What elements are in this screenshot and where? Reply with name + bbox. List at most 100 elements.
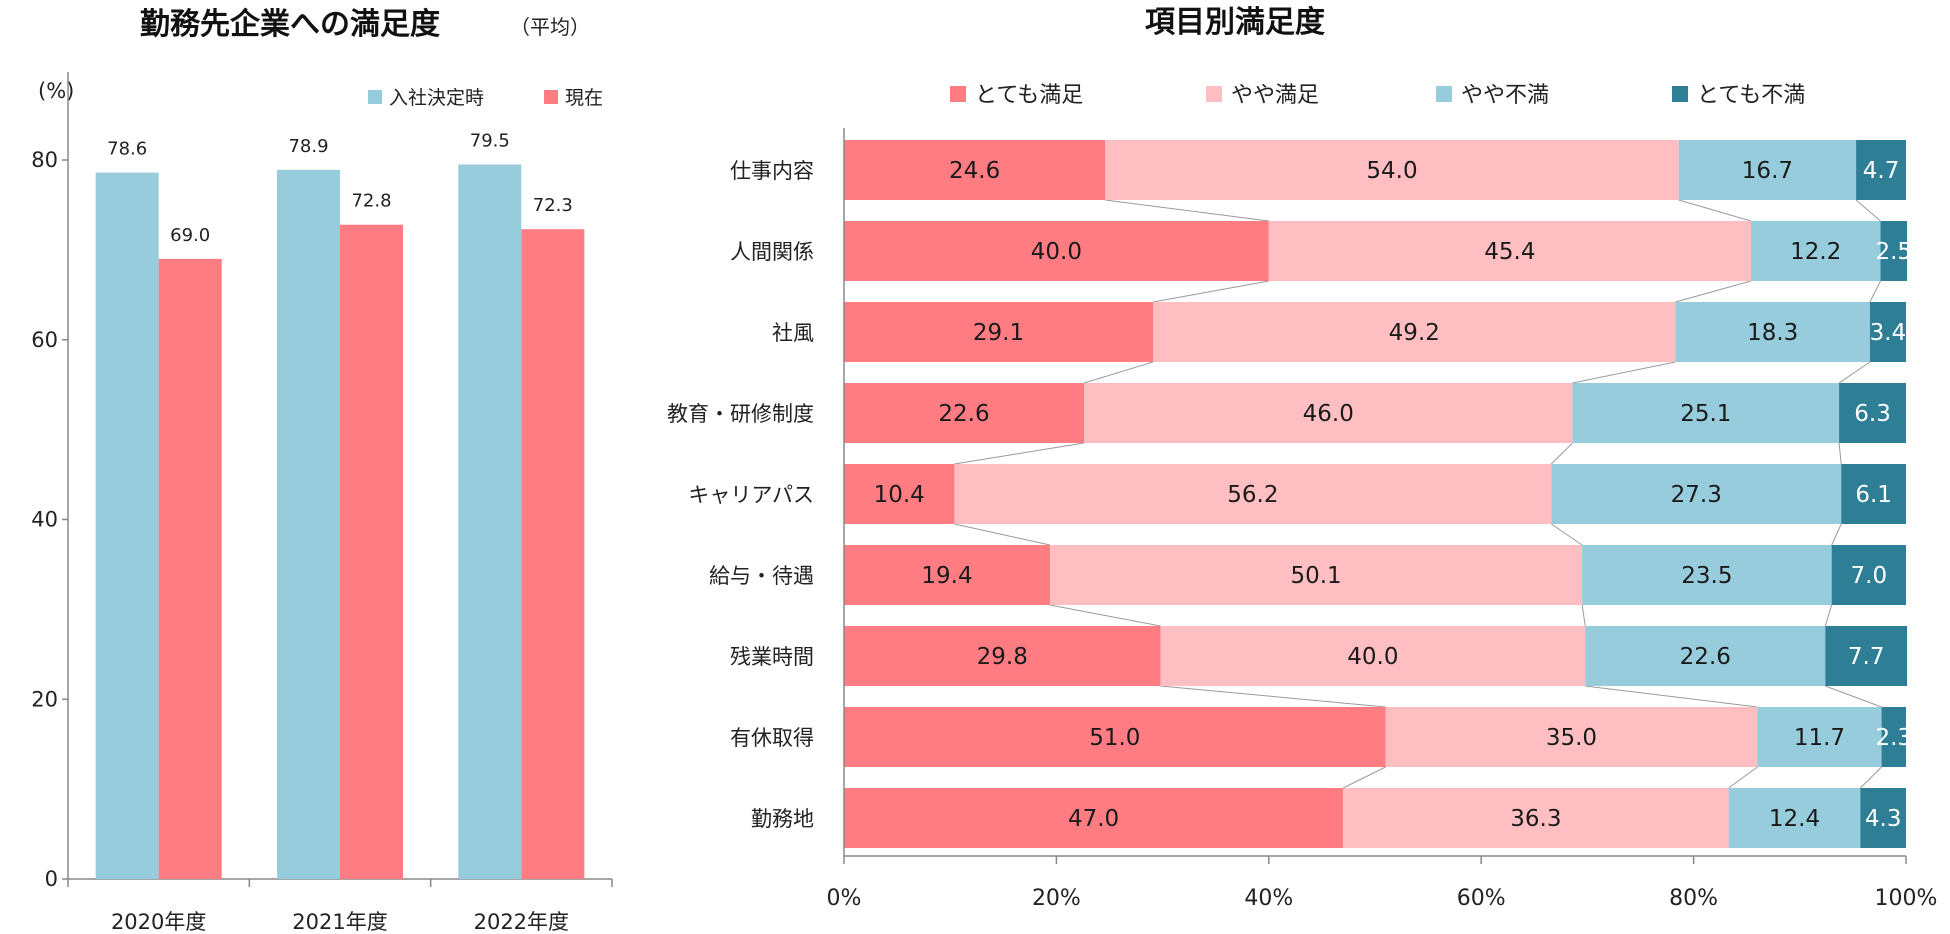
series-connector [1838, 361, 1871, 384]
series-connector [954, 523, 1051, 546]
y-category-label: 残業時間 [730, 645, 814, 669]
segment-somewhat-dissatisfied [1585, 626, 1826, 686]
segment-value-label: 3.4 [1870, 320, 1907, 346]
bar-value-label: 79.5 [470, 130, 510, 151]
segment-very-dissatisfied [1841, 464, 1906, 524]
segment-somewhat-dissatisfied [1678, 140, 1857, 200]
segment-value-label: 4.3 [1865, 806, 1902, 832]
y-category-label: 仕事内容 [730, 159, 814, 183]
legend-label: とても満足 [975, 83, 1083, 108]
x-tick-label: 40% [1244, 886, 1293, 911]
segment-somewhat-dissatisfied [1728, 788, 1861, 848]
segment-very-satisfied [844, 788, 1344, 848]
segment-value-label: 7.0 [1851, 563, 1888, 589]
legend-label: やや満足 [1231, 83, 1319, 108]
bar-value-label: 78.9 [288, 136, 328, 157]
segment-very-dissatisfied [1860, 788, 1906, 848]
bar-value-label: 72.8 [351, 191, 391, 212]
legend-swatch [1206, 86, 1222, 102]
left-chart-legend: 入社決定時 現在 [368, 87, 603, 109]
segment-value-label: 40.0 [1031, 239, 1082, 265]
series-connector [1838, 442, 1842, 465]
x-tick-label: 20% [1032, 886, 1081, 911]
series-connector [1831, 523, 1842, 546]
item-satisfaction-chart: 項目別満足度 とても満足 やや満足 やや不満 とても不満 24.6 54.0 16.7 4.… [667, 5, 1937, 911]
y-category-label: 人間関係 [730, 240, 814, 264]
series-connector [1160, 685, 1386, 708]
legend-label: 入社決定時 [389, 87, 484, 109]
y-category-label: キャリアパス [688, 483, 814, 507]
segment-value-label: 24.6 [949, 158, 1000, 184]
segment-value-label: 27.3 [1671, 482, 1722, 508]
segment-very-satisfied [844, 140, 1106, 200]
x-tick-label: 0% [827, 886, 862, 911]
bar-at-hiring [95, 172, 159, 879]
segment-value-label: 6.3 [1854, 401, 1891, 427]
right-chart-title: 項目別満足度 [1145, 5, 1325, 40]
legend-swatch [368, 90, 382, 104]
legend-swatch [544, 90, 558, 104]
y-tick-label: 0 [45, 867, 58, 891]
segment-somewhat-satisfied [1385, 707, 1758, 767]
series-connector [1869, 280, 1881, 303]
segment-somewhat-satisfied [1268, 221, 1751, 281]
series-connector [1105, 199, 1269, 222]
segment-somewhat-satisfied [1343, 788, 1729, 848]
x-category-label: 2020年度 [111, 910, 206, 934]
segment-value-label: 23.5 [1681, 563, 1732, 589]
segment-value-label: 35.0 [1546, 725, 1597, 751]
series-connector [1342, 766, 1386, 789]
segment-value-label: 12.2 [1790, 239, 1841, 265]
series-connector [1824, 604, 1833, 627]
segment-value-label: 50.1 [1290, 563, 1341, 589]
right-chart-legend: とても満足 やや満足 やや不満 とても不満 [950, 83, 1805, 108]
y-axis-unit-label: (%) [38, 79, 74, 103]
segment-very-satisfied [844, 221, 1269, 281]
segment-value-label: 7.7 [1848, 644, 1885, 670]
segment-very-satisfied [844, 545, 1051, 605]
bar-current [521, 229, 585, 880]
bar-at-hiring [458, 164, 522, 879]
segment-very-dissatisfied [1881, 707, 1906, 767]
segment-somewhat-dissatisfied [1750, 221, 1881, 281]
segment-very-dissatisfied [1880, 221, 1908, 281]
legend-label: とても不満 [1697, 83, 1805, 108]
bar-value-label: 72.3 [533, 195, 573, 216]
segment-value-label: 6.1 [1855, 482, 1892, 508]
segment-value-label: 4.7 [1863, 158, 1900, 184]
series-connector-lines [954, 199, 1882, 789]
legend-label: やや不満 [1461, 83, 1549, 108]
x-tick-label: 80% [1669, 886, 1718, 911]
y-tick-label: 60 [31, 328, 58, 352]
x-category-label: 2021年度 [292, 910, 387, 934]
segment-somewhat-satisfied [1050, 545, 1583, 605]
segment-somewhat-satisfied [954, 464, 1552, 524]
x-category-label: 2022年度 [474, 910, 569, 934]
segment-very-dissatisfied [1825, 626, 1908, 686]
series-connector [1551, 523, 1583, 546]
y-category-label: 給与・待遇 [709, 564, 814, 588]
segment-very-satisfied [844, 302, 1154, 362]
bar-value-label: 69.0 [170, 225, 210, 246]
series-connector [1859, 766, 1882, 789]
series-connector [954, 442, 1085, 465]
segment-somewhat-satisfied [1105, 140, 1679, 200]
segment-value-label: 10.4 [874, 482, 925, 508]
segment-value-label: 56.2 [1227, 482, 1278, 508]
series-connector [1728, 766, 1758, 789]
series-connector [1550, 442, 1573, 465]
x-tick-label: 100% [1875, 886, 1938, 911]
segment-very-dissatisfied [1831, 545, 1906, 605]
segment-value-label: 47.0 [1068, 806, 1119, 832]
segment-value-label: 51.0 [1089, 725, 1140, 751]
segment-value-label: 54.0 [1366, 158, 1417, 184]
segment-very-satisfied [844, 464, 955, 524]
segment-value-label: 45.4 [1484, 239, 1535, 265]
series-connector [1581, 604, 1586, 627]
y-tick-label: 20 [31, 687, 58, 711]
segment-value-label: 29.8 [977, 644, 1028, 670]
legend-swatch [1672, 86, 1688, 102]
segment-very-dissatisfied [1856, 140, 1906, 200]
right-chart-bars: 24.6 54.0 16.7 4.7 40.0 45.4 12.2 2.5 29.1 49.2 18… [844, 140, 1912, 848]
